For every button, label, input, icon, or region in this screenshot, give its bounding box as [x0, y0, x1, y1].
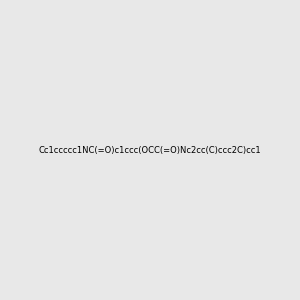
Text: Cc1ccccc1NC(=O)c1ccc(OCC(=O)Nc2cc(C)ccc2C)cc1: Cc1ccccc1NC(=O)c1ccc(OCC(=O)Nc2cc(C)ccc2… [39, 146, 261, 154]
